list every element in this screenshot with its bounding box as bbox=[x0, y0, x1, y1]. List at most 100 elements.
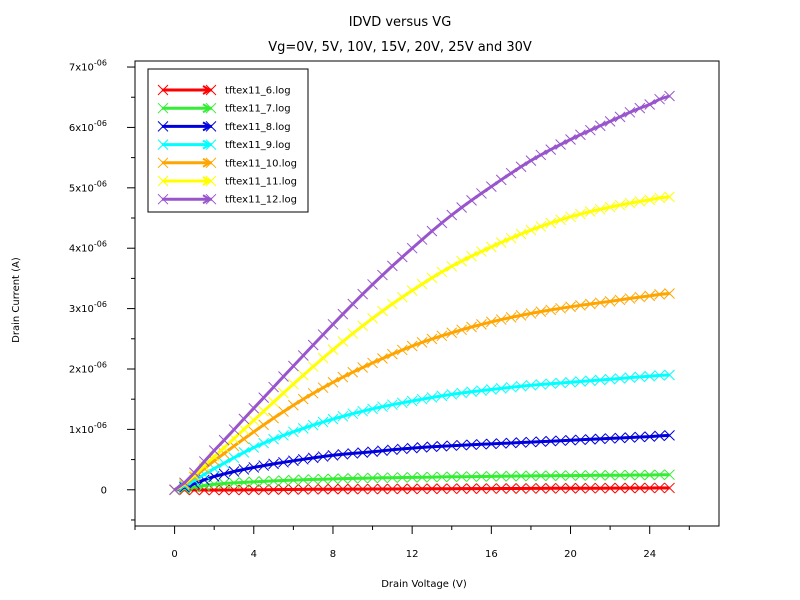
y-tick-label: 3x10-06 bbox=[69, 300, 107, 315]
data-point-marker bbox=[249, 427, 259, 437]
data-point-marker bbox=[269, 413, 279, 423]
data-point-marker bbox=[407, 285, 417, 295]
data-point-marker bbox=[249, 403, 259, 413]
data-point-marker bbox=[506, 168, 516, 178]
legend-label: tftex11_7.log bbox=[225, 104, 291, 115]
data-point-marker bbox=[338, 309, 348, 319]
legend-label: tftex11_6.log bbox=[225, 86, 291, 97]
data-point-marker bbox=[288, 379, 298, 389]
legend-label: tftex11_12.log bbox=[225, 195, 297, 206]
series-line bbox=[175, 294, 670, 490]
data-point-marker bbox=[338, 372, 348, 382]
data-point-marker bbox=[387, 261, 397, 271]
legend-label: tftex11_8.log bbox=[225, 122, 291, 133]
y-tick-label: 2x10-06 bbox=[69, 360, 107, 375]
y-tick-label: 4x10-06 bbox=[69, 240, 107, 255]
data-point-marker bbox=[308, 362, 318, 372]
data-point-marker bbox=[387, 299, 397, 309]
data-point-marker bbox=[318, 383, 328, 393]
data-point-marker bbox=[348, 367, 358, 377]
data-point-marker bbox=[516, 162, 526, 172]
data-point-marker bbox=[377, 270, 387, 280]
data-point-marker bbox=[288, 361, 298, 371]
data-point-marker bbox=[288, 400, 298, 410]
data-point-marker bbox=[417, 235, 427, 245]
series-line bbox=[175, 375, 670, 490]
data-point-marker bbox=[417, 279, 427, 289]
data-point-marker bbox=[269, 382, 279, 392]
data-point-marker bbox=[407, 243, 417, 253]
x-tick-label: 24 bbox=[643, 549, 656, 560]
x-tick-label: 4 bbox=[251, 549, 257, 560]
chart-subtitle: Vg=0V, 5V, 10V, 15V, 20V, 25V and 30V bbox=[268, 40, 532, 55]
data-point-marker bbox=[467, 195, 477, 205]
data-point-marker bbox=[427, 273, 437, 283]
data-point-marker bbox=[358, 321, 368, 331]
data-point-marker bbox=[447, 210, 457, 220]
data-point-marker bbox=[476, 188, 486, 198]
y-axis-label: Drain Current (A) bbox=[11, 257, 22, 343]
x-tick-label: 20 bbox=[564, 549, 577, 560]
data-point-marker bbox=[219, 435, 229, 445]
data-point-marker bbox=[239, 447, 249, 457]
data-point-marker bbox=[397, 252, 407, 262]
data-point-marker bbox=[566, 135, 576, 145]
x-axis-label: Drain Voltage (V) bbox=[381, 579, 467, 590]
series-5 bbox=[170, 289, 675, 495]
legend: tftex11_6.log tftex11_7.log tftex11_8.logt… bbox=[148, 69, 308, 212]
data-point-marker bbox=[437, 267, 447, 277]
data-point-marker bbox=[328, 319, 338, 329]
data-point-marker bbox=[457, 256, 467, 266]
data-point-marker bbox=[259, 406, 269, 416]
x-tick-label: 16 bbox=[485, 549, 498, 560]
y-tick-label: 7x10-06 bbox=[69, 59, 107, 74]
data-point-marker bbox=[368, 313, 378, 323]
data-point-marker bbox=[278, 388, 288, 398]
data-point-marker bbox=[397, 292, 407, 302]
data-point-marker bbox=[486, 182, 496, 192]
x-tick-label: 12 bbox=[406, 549, 419, 560]
data-point-marker bbox=[338, 337, 348, 347]
data-point-marker bbox=[536, 150, 546, 160]
data-point-marker bbox=[358, 289, 368, 299]
data-point-marker bbox=[219, 458, 229, 468]
data-point-marker bbox=[298, 350, 308, 360]
data-point-marker bbox=[249, 415, 259, 425]
data-point-marker bbox=[259, 393, 269, 403]
y-tick-label: 0 bbox=[101, 485, 107, 496]
data-point-marker bbox=[328, 345, 338, 355]
data-point-marker bbox=[556, 139, 566, 149]
legend-label: tftex11_9.log bbox=[225, 140, 291, 151]
data-point-marker bbox=[209, 446, 219, 456]
data-point-marker bbox=[368, 279, 378, 289]
data-point-marker bbox=[239, 424, 249, 434]
data-point-marker bbox=[298, 370, 308, 380]
data-point-marker bbox=[239, 434, 249, 444]
x-tick-label: 0 bbox=[171, 549, 177, 560]
x-axis: 0 4 8 12 16 20 24 bbox=[135, 526, 689, 560]
data-point-marker bbox=[457, 203, 467, 213]
data-point-marker bbox=[278, 371, 288, 381]
data-point-marker bbox=[229, 453, 239, 463]
legend-label: tftex11_11.log bbox=[225, 177, 297, 188]
data-point-marker bbox=[348, 299, 358, 309]
data-point-marker bbox=[259, 420, 269, 430]
data-point-marker bbox=[298, 394, 308, 404]
y-tick-label: 1x10-06 bbox=[69, 421, 107, 436]
data-point-marker bbox=[318, 330, 328, 340]
data-point-marker bbox=[308, 388, 318, 398]
data-point-marker bbox=[546, 145, 556, 155]
data-point-marker bbox=[348, 329, 358, 339]
series-1 bbox=[170, 483, 675, 495]
data-point-marker bbox=[328, 377, 338, 387]
x-tick-label: 8 bbox=[330, 549, 336, 560]
data-point-marker bbox=[269, 397, 279, 407]
data-point-marker bbox=[318, 353, 328, 363]
data-point-marker bbox=[496, 175, 506, 185]
y-tick-label: 6x10-06 bbox=[69, 119, 107, 134]
data-point-marker bbox=[526, 156, 536, 166]
data-point-marker bbox=[427, 226, 437, 236]
data-point-marker bbox=[377, 306, 387, 316]
data-point-marker bbox=[239, 414, 249, 424]
